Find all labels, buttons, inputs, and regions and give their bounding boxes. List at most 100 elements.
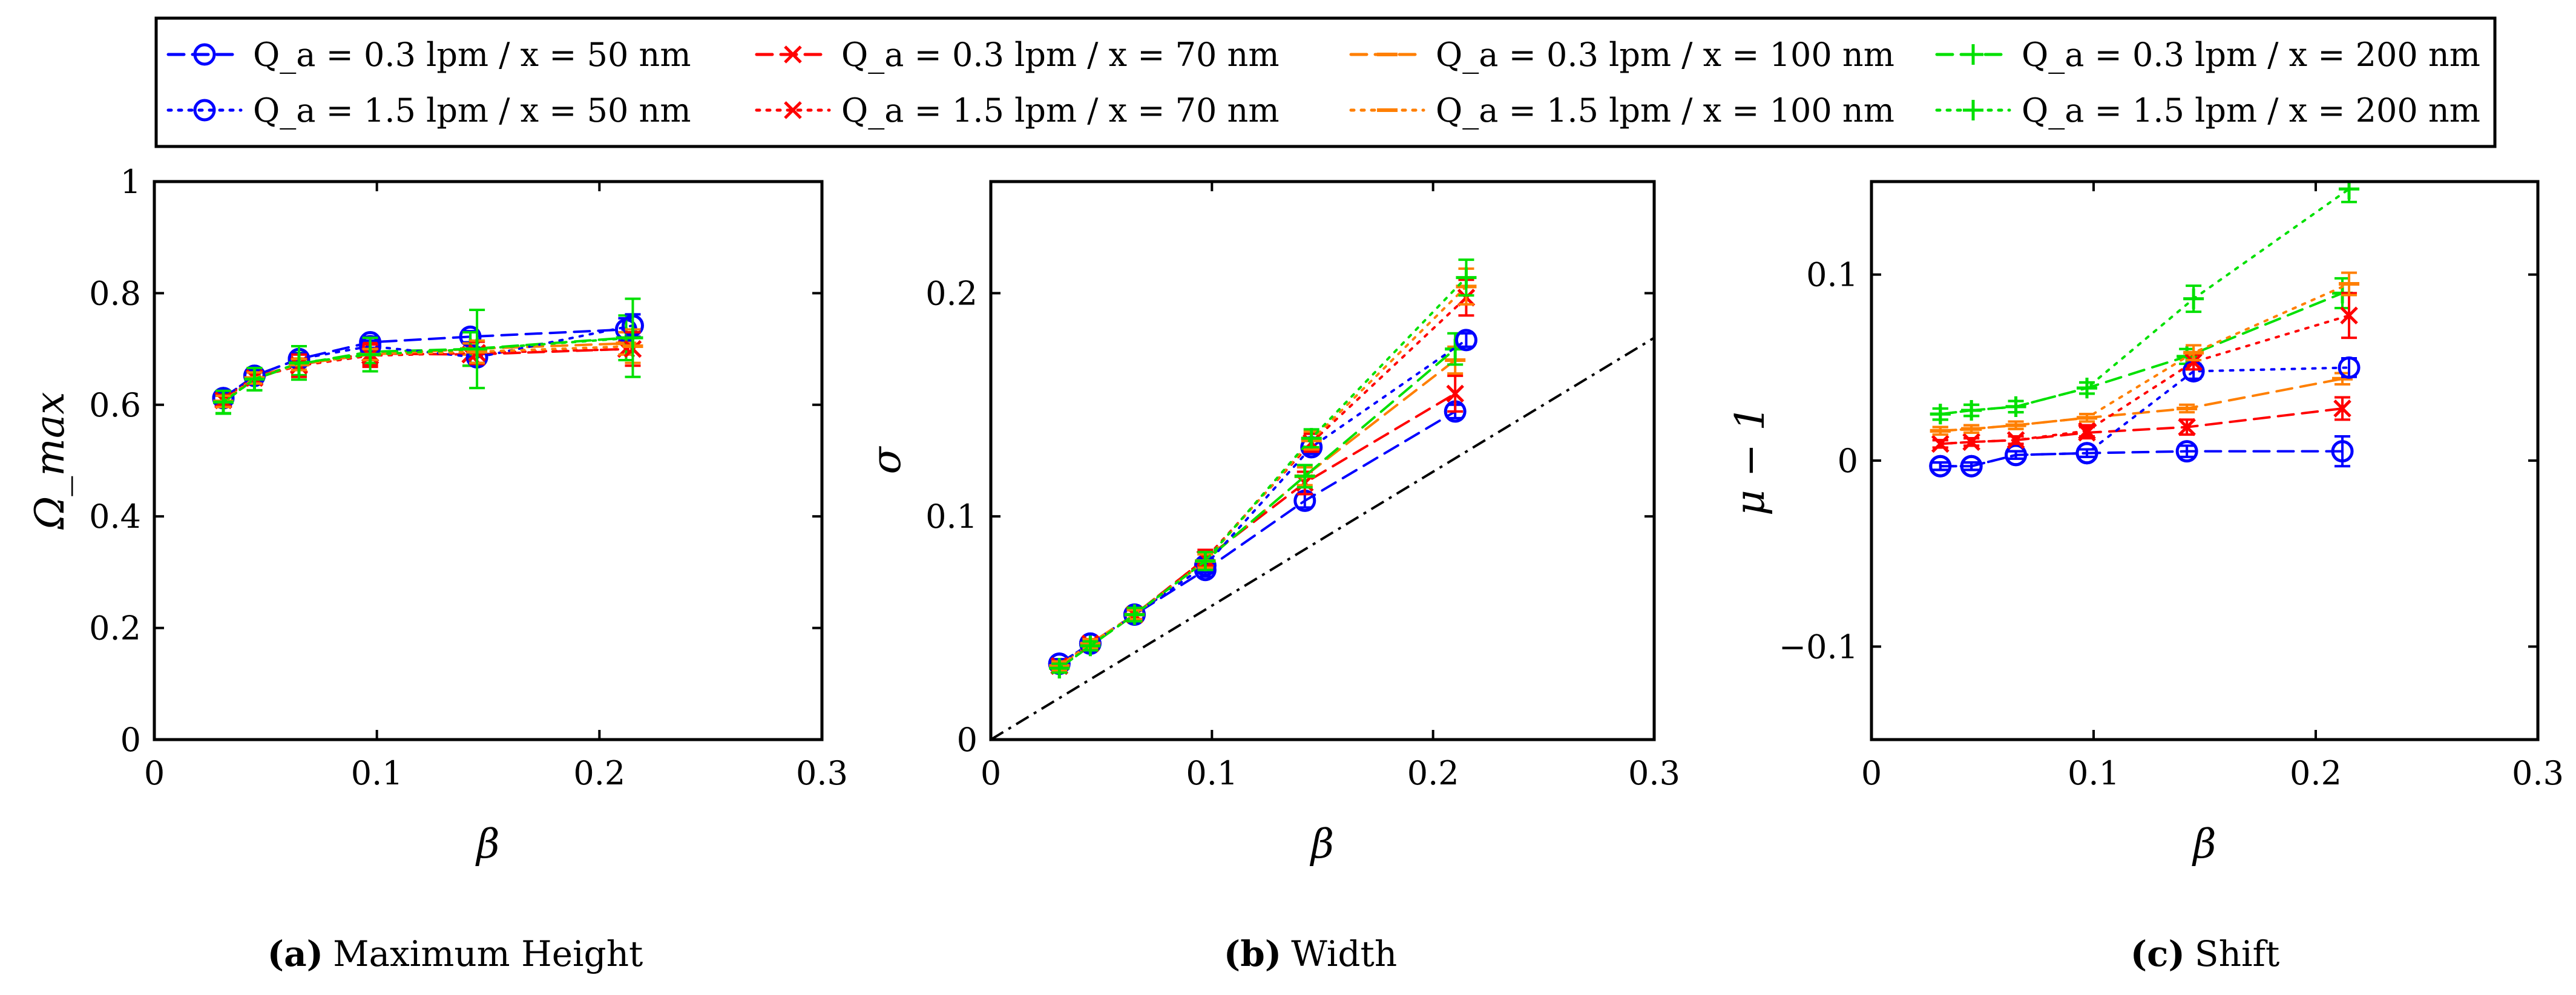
series-line-3 <box>1058 347 1457 669</box>
data-point <box>2005 396 2026 417</box>
panel-caption: (c) Shift <box>2131 933 2280 974</box>
y-tick-label: 0 <box>1838 442 1858 480</box>
data-point <box>2333 399 2351 418</box>
series-line-3 <box>1939 292 2344 416</box>
legend: Q_a = 0.3 lpm / x = 50 nm Q_a = 0.3 lpm /… <box>154 16 2497 148</box>
series-4 <box>212 313 644 410</box>
legend-label-3: Q_a = 0.3 lpm / x = 200 nm <box>2022 36 2480 74</box>
error-bar <box>2008 450 2024 460</box>
data-point <box>2183 288 2204 309</box>
data-point <box>2005 444 2028 467</box>
series-7 <box>212 297 643 415</box>
y-tick-label: −0.1 <box>1779 628 1858 666</box>
legend-label-6: Q_a = 1.5 lpm / x = 100 nm <box>1436 91 1894 130</box>
y-tick-label: 0 <box>957 721 978 759</box>
series-line-6 <box>1939 283 2351 432</box>
series-6 <box>1049 267 1477 672</box>
data-point <box>1960 455 1983 478</box>
caption-title: Width <box>1291 933 1397 974</box>
caption-letter: (b) <box>1224 933 1281 974</box>
data-point <box>1931 435 1950 453</box>
series-line-4 <box>222 324 634 399</box>
series-2 <box>1049 345 1466 672</box>
plot-area <box>1929 182 2361 478</box>
data-point <box>467 338 488 360</box>
series-1 <box>1931 396 2351 453</box>
data-point <box>360 344 381 365</box>
series-6 <box>1930 271 2360 436</box>
series-line-4 <box>1939 366 2351 468</box>
y-tick-label: 0.2 <box>89 609 141 648</box>
y-tick-label: 0.2 <box>925 274 978 312</box>
data-point <box>1294 465 1315 487</box>
data-point <box>244 369 265 390</box>
error-bar <box>2078 448 2095 458</box>
series-line-7 <box>222 337 634 404</box>
y-tick-label: 0.1 <box>1806 256 1858 294</box>
series-line-6 <box>1058 285 1468 668</box>
series-line-7 <box>1939 188 2351 416</box>
panel-shift: 0 0.1 0.2 0.3 −0.1 0 0.1 β μ − 1 (c) Shift <box>1727 180 2564 974</box>
series-3 <box>212 314 637 415</box>
data-point <box>1962 433 1980 452</box>
series-5 <box>1050 278 1476 675</box>
series-line-6 <box>222 344 634 403</box>
legend-label-7: Q_a = 1.5 lpm / x = 200 nm <box>2022 91 2480 130</box>
series-line-4 <box>1058 338 1468 665</box>
data-point <box>2331 440 2354 463</box>
axis-frame <box>153 180 824 741</box>
legend-label-2: Q_a = 0.3 lpm / x = 100 nm <box>1436 36 1894 74</box>
series-line-0 <box>222 328 628 399</box>
caption-letter: (c) <box>2131 933 2185 974</box>
legend-marker-circle-icon <box>193 99 216 122</box>
data-point <box>2175 440 2198 463</box>
data-point <box>1446 384 1464 403</box>
x-tick-label: 0.2 <box>1407 754 1459 792</box>
data-point <box>1195 550 1216 571</box>
series-7 <box>1930 182 2360 425</box>
caption-letter: (a) <box>268 933 323 974</box>
x-axis-label: β <box>1309 821 1334 867</box>
x-tick-label: 0.1 <box>351 754 403 792</box>
plot-area <box>991 258 1654 740</box>
legend-label-5: Q_a = 1.5 lpm / x = 70 nm <box>841 91 1280 130</box>
series-2 <box>1930 372 2353 436</box>
series-line-2 <box>1939 377 2344 432</box>
x-tick-label: 0.2 <box>573 754 625 792</box>
legend-marker-circle-icon <box>193 43 216 66</box>
y-tick-label: 0.6 <box>89 386 141 424</box>
legend-label-4: Q_a = 1.5 lpm / x = 50 nm <box>253 91 691 130</box>
error-bar <box>1963 461 1980 471</box>
data-point <box>1080 635 1101 657</box>
reference-line <box>991 337 1654 740</box>
legend-label-0: Q_a = 0.3 lpm / x = 50 nm <box>253 36 691 74</box>
data-point <box>2338 356 2361 379</box>
data-point <box>2184 353 2203 371</box>
legend-marker-plus-icon <box>1963 100 1983 120</box>
x-tick-label: 0 <box>144 754 165 792</box>
x-axis-label: β <box>475 821 499 867</box>
series-4 <box>1048 329 1477 675</box>
legend-box <box>154 16 2497 148</box>
x-tick-label: 0.3 <box>1628 754 1680 792</box>
error-bar <box>1932 461 1948 471</box>
data-point <box>1456 267 1477 288</box>
panel-caption: (b) Width <box>1224 933 1397 974</box>
axis-frame <box>989 180 1656 741</box>
data-point <box>2076 378 2097 399</box>
series-3 <box>1930 277 2353 425</box>
data-point <box>1124 604 1145 625</box>
series-0 <box>212 317 637 410</box>
data-point <box>622 327 643 349</box>
error-bar <box>2179 444 2195 458</box>
legend-label-1: Q_a = 0.3 lpm / x = 70 nm <box>841 36 1280 74</box>
legend-marker-cross-icon <box>784 101 802 119</box>
x-tick-label: 0.3 <box>796 754 848 792</box>
x-tick-label: 0.3 <box>2512 754 2564 792</box>
panel-width: 0 0.1 0.2 0.3 0 0.1 0.2 β σ (b) Width <box>863 180 1680 974</box>
y-tick-label: 0.4 <box>89 498 141 536</box>
x-tick-label: 0 <box>981 754 1001 792</box>
y-tick-label: 1 <box>120 163 141 201</box>
data-point <box>2075 442 2098 465</box>
series-line-1 <box>222 347 628 401</box>
